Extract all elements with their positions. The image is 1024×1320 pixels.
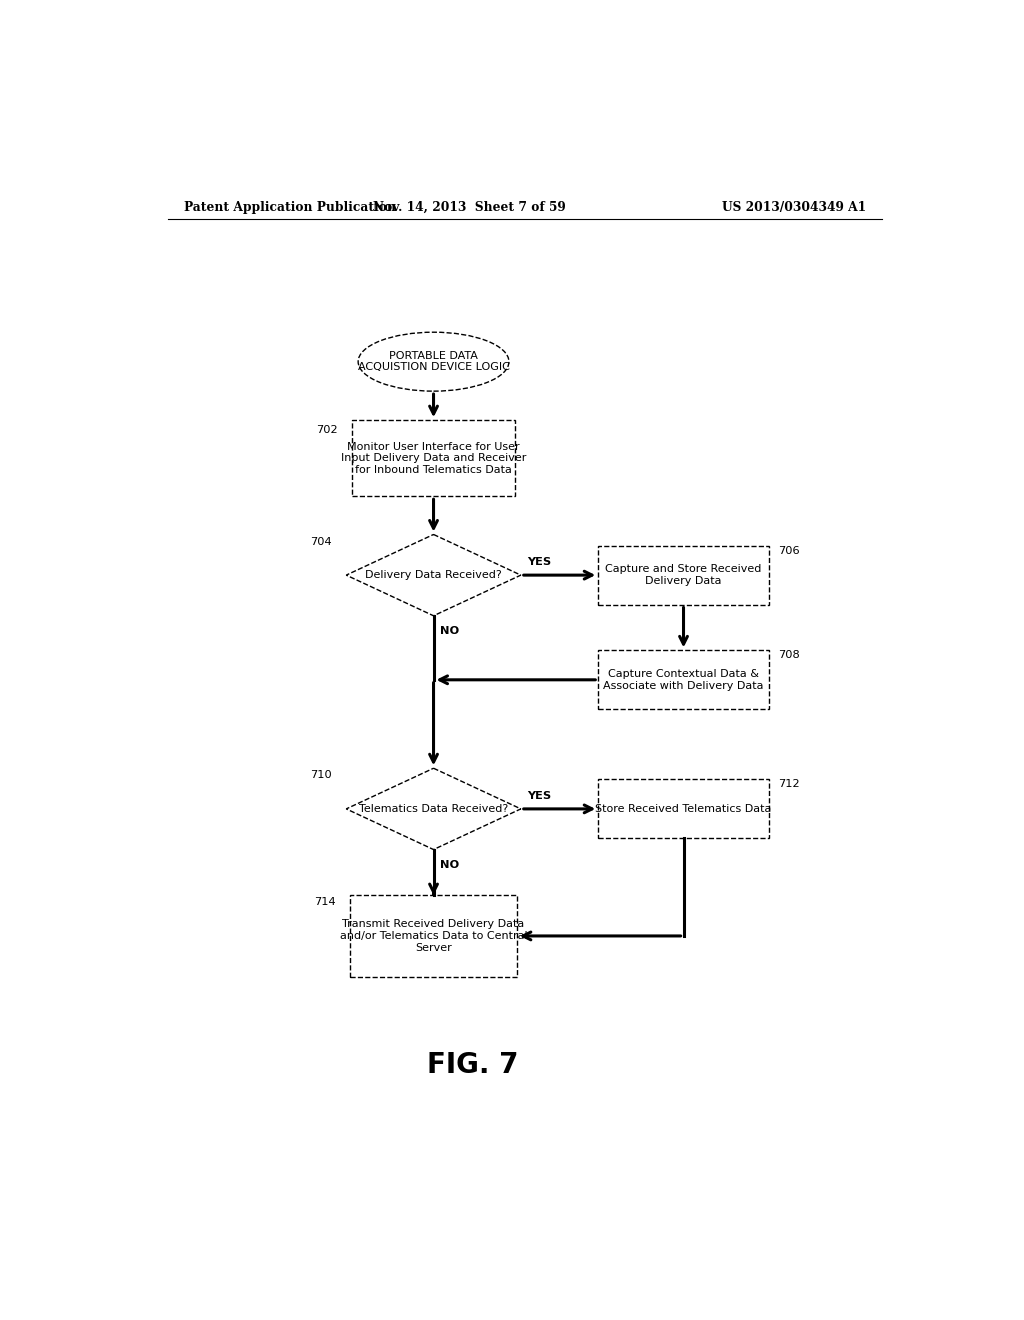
Text: YES: YES xyxy=(527,557,551,568)
Text: Patent Application Publication: Patent Application Publication xyxy=(183,201,395,214)
Text: 702: 702 xyxy=(316,425,338,436)
Text: NO: NO xyxy=(440,626,459,636)
Text: NO: NO xyxy=(440,859,459,870)
Text: 710: 710 xyxy=(310,771,332,780)
Text: 708: 708 xyxy=(778,651,800,660)
Text: Nov. 14, 2013  Sheet 7 of 59: Nov. 14, 2013 Sheet 7 of 59 xyxy=(373,201,565,214)
Text: 712: 712 xyxy=(778,779,800,789)
Text: US 2013/0304349 A1: US 2013/0304349 A1 xyxy=(722,201,866,214)
Text: Capture and Store Received
Delivery Data: Capture and Store Received Delivery Data xyxy=(605,565,762,586)
FancyBboxPatch shape xyxy=(598,651,769,709)
Text: Capture Contextual Data &
Associate with Delivery Data: Capture Contextual Data & Associate with… xyxy=(603,669,764,690)
Text: Transmit Received Delivery Data
and/or Telematics Data to Central
Server: Transmit Received Delivery Data and/or T… xyxy=(340,919,527,953)
Text: 714: 714 xyxy=(314,898,336,907)
Ellipse shape xyxy=(358,333,509,391)
FancyBboxPatch shape xyxy=(598,779,769,838)
FancyBboxPatch shape xyxy=(352,420,515,496)
Text: Telematics Data Received?: Telematics Data Received? xyxy=(358,804,508,814)
Text: Delivery Data Received?: Delivery Data Received? xyxy=(366,570,502,579)
Polygon shape xyxy=(346,535,521,616)
Text: FIG. 7: FIG. 7 xyxy=(427,1051,519,1078)
Text: 706: 706 xyxy=(778,545,800,556)
Polygon shape xyxy=(346,768,521,850)
Text: PORTABLE DATA
ACQUISTION DEVICE LOGIC: PORTABLE DATA ACQUISTION DEVICE LOGIC xyxy=(357,351,510,372)
Text: Store Received Telematics Data: Store Received Telematics Data xyxy=(595,804,772,814)
Text: YES: YES xyxy=(527,791,551,801)
FancyBboxPatch shape xyxy=(598,545,769,605)
Text: Monitor User Interface for User
Input Delivery Data and Receiver
for Inbound Tel: Monitor User Interface for User Input De… xyxy=(341,442,526,475)
Text: 704: 704 xyxy=(310,536,332,546)
FancyBboxPatch shape xyxy=(350,895,517,977)
